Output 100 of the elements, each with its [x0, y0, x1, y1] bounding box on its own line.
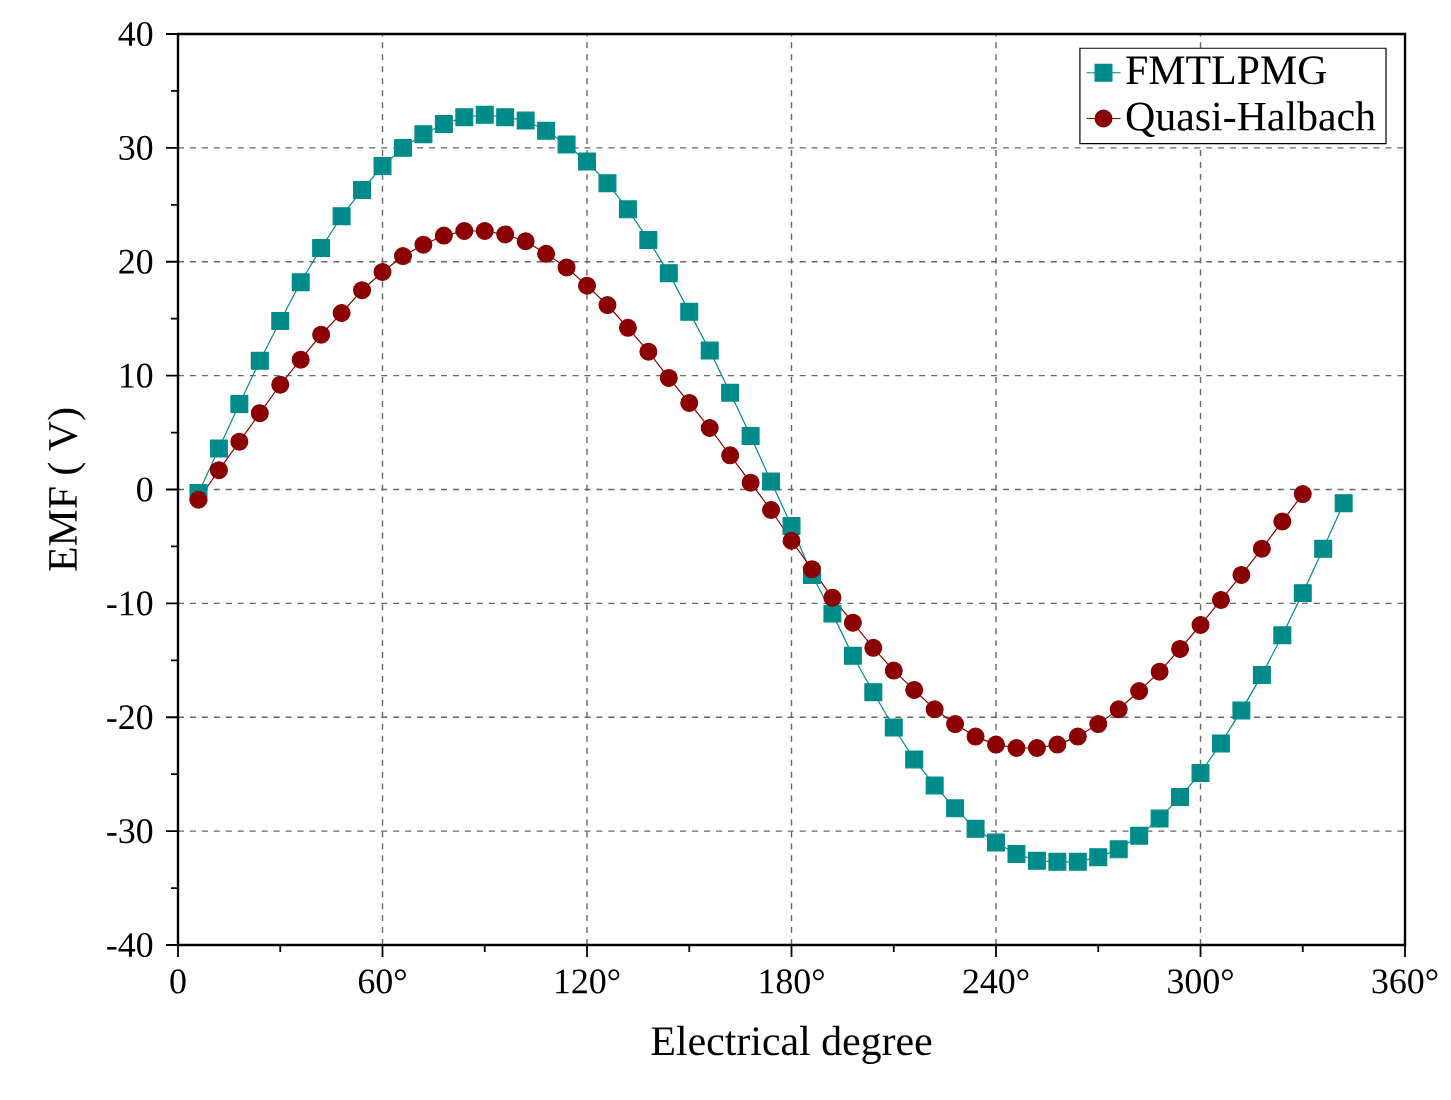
x-tick-label: 60°: [358, 969, 406, 994]
point: [434, 114, 453, 133]
point: [496, 108, 515, 127]
point: [516, 232, 535, 251]
point: [332, 303, 351, 322]
point: [250, 351, 269, 370]
point: [598, 174, 617, 193]
point: [1048, 852, 1067, 871]
point: [946, 799, 965, 818]
point: [475, 222, 494, 241]
point: [537, 121, 556, 140]
point: [741, 426, 760, 445]
point: [987, 735, 1006, 754]
point: [230, 395, 249, 414]
point: [925, 776, 944, 795]
point: [925, 700, 944, 719]
point: [1007, 844, 1026, 863]
point: [639, 231, 658, 250]
point: [680, 302, 699, 321]
y-tick-label: -40: [107, 932, 153, 958]
point: [762, 500, 781, 519]
point: [537, 244, 556, 263]
point: [209, 461, 228, 480]
point: [966, 819, 985, 838]
x-tick-label: 0: [170, 969, 186, 994]
point: [618, 318, 637, 337]
point: [659, 368, 678, 387]
point: [578, 152, 597, 171]
point: [373, 157, 392, 176]
point: [1334, 494, 1353, 513]
point: [250, 404, 269, 423]
point: [802, 560, 821, 579]
point: [557, 258, 576, 277]
y-tick-label: 40: [118, 21, 153, 47]
point: [434, 226, 453, 245]
point: [393, 138, 412, 157]
point: [700, 341, 719, 360]
point: [578, 276, 597, 295]
x-tick-label: 360°: [1372, 969, 1438, 994]
point: [639, 342, 658, 361]
point: [455, 108, 474, 127]
point: [659, 264, 678, 283]
point: [353, 181, 372, 200]
point: [230, 432, 249, 451]
y-tick-label: 30: [119, 135, 153, 160]
point: [782, 531, 801, 550]
y-tick-label: 0: [137, 477, 153, 502]
point: [393, 247, 412, 266]
point: [823, 588, 842, 607]
x-tick-label: 240°: [963, 969, 1029, 994]
point: [1109, 840, 1128, 859]
y-tick-label: 10: [120, 363, 153, 388]
point: [700, 419, 719, 438]
point: [1150, 809, 1169, 828]
point: [946, 715, 965, 734]
point: [987, 833, 1006, 852]
x-tick-label: 180°: [760, 969, 824, 994]
point: [1089, 848, 1108, 867]
point: [1068, 727, 1087, 746]
point: [1211, 734, 1230, 753]
y-tick-label: 20: [119, 249, 153, 274]
point: [1150, 662, 1169, 681]
point: [475, 105, 494, 124]
point: [1191, 616, 1210, 635]
point: [1293, 584, 1312, 603]
point: [373, 263, 392, 281]
point: [516, 111, 535, 130]
point: [312, 239, 331, 258]
point: [1027, 738, 1046, 757]
point: [291, 350, 310, 369]
point: [1048, 735, 1067, 754]
point: [864, 683, 883, 702]
point: [1130, 682, 1149, 701]
point: [618, 200, 637, 219]
y-tick-label: -20: [107, 705, 153, 730]
y-axis-title: EMF ( V): [47, 408, 86, 571]
point: [680, 393, 699, 412]
point: [1273, 626, 1292, 645]
point: [1314, 539, 1333, 558]
point: [312, 325, 331, 344]
point: [741, 473, 760, 492]
point: [843, 646, 862, 665]
point: [1007, 738, 1026, 757]
y-tick-label: -30: [107, 819, 153, 844]
point: [414, 235, 433, 254]
point: [1089, 715, 1108, 734]
point: [823, 604, 842, 623]
point: [1109, 700, 1128, 719]
point: [271, 311, 290, 330]
point: [455, 222, 474, 241]
point: [1130, 826, 1149, 845]
point: [1027, 851, 1046, 870]
point: [598, 296, 617, 315]
point: [864, 638, 883, 657]
point: [353, 281, 372, 300]
point: [966, 727, 985, 746]
point: [271, 375, 290, 394]
point: [1171, 787, 1190, 806]
point: [414, 125, 433, 144]
point: [1211, 590, 1230, 609]
